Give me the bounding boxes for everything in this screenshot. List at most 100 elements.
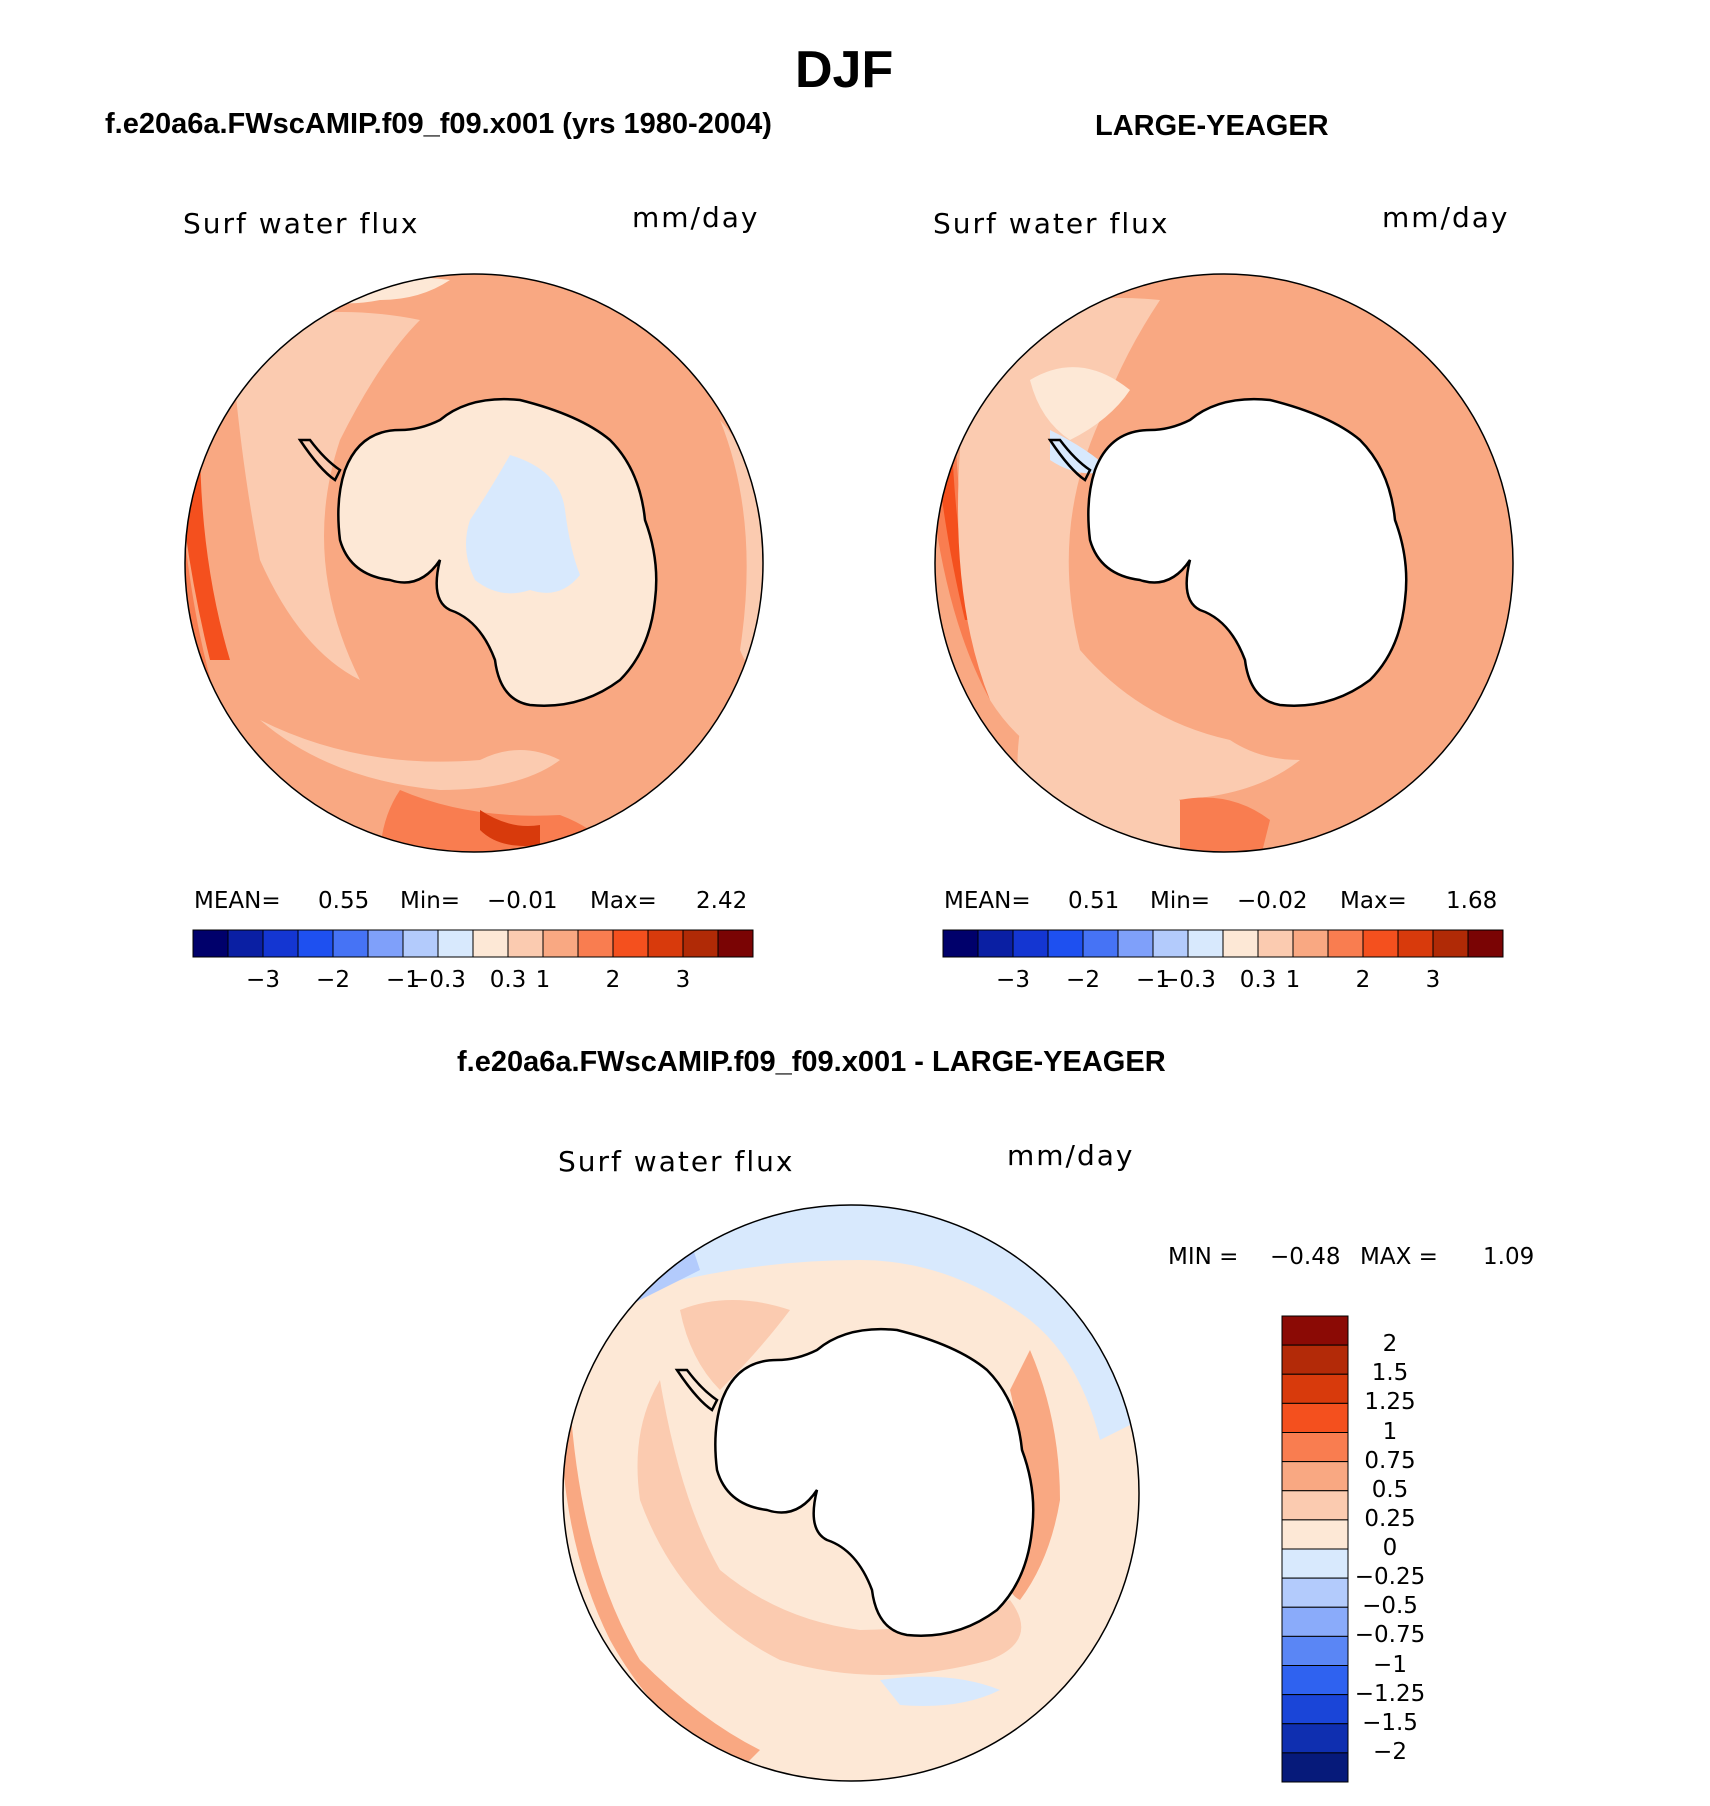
panel3-positive-peninsula (680, 1300, 790, 1390)
colorbar-tick-label: −3 (996, 967, 1030, 993)
colorbar-swatch (1292, 929, 1329, 958)
colorbar-swatch (1281, 1548, 1349, 1579)
colorbar-tick-label: −2 (316, 967, 350, 993)
colorbar-tick-label: 3 (1425, 967, 1441, 993)
colorbar-swatch (1222, 929, 1259, 958)
panel3-antarctica (714, 1327, 1035, 1637)
panel2-ocean-pale (1030, 367, 1130, 440)
colorbar-tick-label: −1 (1373, 1651, 1407, 1678)
colorbar-swatch (262, 929, 299, 958)
colorbar-swatch (1281, 1490, 1349, 1521)
colorbar-tick-label: 1.5 (1371, 1360, 1409, 1387)
colorbar-swatch (1152, 929, 1189, 958)
colorbar-tick-label: 3 (675, 967, 691, 993)
panel3-max-label: MAX = (1360, 1244, 1438, 1270)
panel2-min-value: −0.02 (1237, 888, 1308, 914)
panel3-units-label: mm/day (1007, 1139, 1135, 1172)
colorbar-tick-label: −0.3 (1160, 967, 1216, 993)
panel3-frame (562, 1204, 1140, 1782)
panel2-antarctica (1087, 397, 1408, 707)
panel3-peninsula (674, 1368, 719, 1412)
colorbar-swatch (1432, 929, 1469, 958)
panel1-ocean-south-peak (480, 810, 540, 846)
colorbar-tick-label: −0.25 (1354, 1564, 1426, 1591)
panel2-ocean-south (1180, 797, 1270, 852)
colorbar-swatch (682, 929, 719, 958)
colorbar-swatch (1281, 1344, 1349, 1375)
panel3-positive-west (563, 1400, 760, 1770)
colorbar-tick-label: −2 (1373, 1738, 1407, 1765)
colorbar-swatch (437, 929, 474, 958)
colorbar-swatch (1281, 1752, 1349, 1783)
panel3-continent (674, 1327, 1035, 1637)
colorbar-swatch (472, 929, 509, 958)
colorbar-swatch (942, 929, 979, 958)
colorbar-swatch (1117, 929, 1154, 958)
colorbar-tick-label: 0.5 (1371, 1476, 1409, 1503)
panel2-colorbar (942, 929, 1504, 958)
colorbar-swatch (1281, 1402, 1349, 1433)
colorbar-tick-label: −0.5 (1362, 1593, 1418, 1620)
panel2-variable-label: Surf water flux (933, 207, 1170, 240)
colorbar-swatch (577, 929, 614, 958)
panel2-continent (1047, 397, 1408, 707)
panel1-mean-value: 0.55 (318, 888, 370, 914)
colorbar-swatch (542, 929, 579, 958)
colorbar-tick-label: −1.25 (1354, 1680, 1426, 1707)
colorbar-swatch (1281, 1694, 1349, 1725)
panel3-colorbar (1281, 1315, 1349, 1783)
colorbar-tick-label: 1.25 (1364, 1389, 1416, 1416)
colorbar-swatch (227, 929, 264, 958)
panel1-title: f.e20a6a.FWscAMIP.f09_f09.x001 (yrs 1980… (105, 108, 772, 140)
panel2-peninsula (1047, 438, 1092, 482)
colorbar-swatch (1281, 1519, 1349, 1550)
colorbar-swatch (1467, 929, 1504, 958)
panel3-min-value: −0.48 (1270, 1244, 1341, 1270)
panel3-variable-label: Surf water flux (558, 1145, 795, 1178)
figure-title: DJF (795, 41, 894, 99)
panel1-colorbar (192, 929, 754, 958)
colorbar-swatch (402, 929, 439, 958)
panel2-max-label: Max= (1340, 888, 1407, 914)
colorbar-swatch (507, 929, 544, 958)
colorbar-swatch (612, 929, 649, 958)
panel3-title: f.e20a6a.FWscAMIP.f09_f09.x001 - LARGE-Y… (457, 1046, 1166, 1078)
colorbar-tick-label: −1 (1136, 967, 1170, 993)
colorbar-swatch (332, 929, 369, 958)
colorbar-swatch (647, 929, 684, 958)
panel1-ocean-light (230, 312, 420, 680)
panel2-max-value: 1.68 (1446, 888, 1498, 914)
colorbar-swatch (1047, 929, 1084, 958)
panel1-continent (297, 397, 658, 707)
panel3-negative-south (880, 1676, 1000, 1706)
colorbar-swatch (192, 929, 229, 958)
colorbar-tick-label: −0.75 (1354, 1622, 1426, 1649)
colorbar-swatch (1281, 1606, 1349, 1637)
panel2-title: LARGE-YEAGER (1095, 110, 1329, 142)
colorbar-tick-label: 2 (1382, 1331, 1398, 1358)
colorbar-swatch (1082, 929, 1119, 958)
colorbar-swatch (367, 929, 404, 958)
colorbar-swatch (1281, 1635, 1349, 1666)
panel3-positive-ring (637, 1380, 1022, 1675)
colorbar-tick-label: −1 (386, 967, 420, 993)
colorbar-swatch (1397, 929, 1434, 958)
colorbar-tick-label: −1.5 (1362, 1709, 1418, 1736)
colorbar-swatch (1281, 1723, 1349, 1754)
colorbar-tick-label: 1 (1382, 1418, 1398, 1445)
colorbar-tick-label: 0.25 (1364, 1505, 1416, 1532)
colorbar-tick-label: 2 (605, 967, 621, 993)
panel3-max-value: 1.09 (1483, 1244, 1535, 1270)
colorbar-tick-label: −0.3 (410, 967, 466, 993)
colorbar-swatch (297, 929, 334, 958)
panel2-mean-label: MEAN= (944, 888, 1031, 914)
colorbar-swatch (1281, 1315, 1349, 1346)
colorbar-tick-label: 2 (1355, 967, 1371, 993)
colorbar-tick-label: 0.75 (1364, 1447, 1416, 1474)
colorbar-swatch (1012, 929, 1049, 958)
colorbar-swatch (1281, 1432, 1349, 1463)
colorbar-swatch (1281, 1665, 1349, 1696)
colorbar-swatch (1327, 929, 1364, 958)
panel2-units-label: mm/day (1382, 201, 1510, 234)
panel2-mean-value: 0.51 (1068, 888, 1120, 914)
